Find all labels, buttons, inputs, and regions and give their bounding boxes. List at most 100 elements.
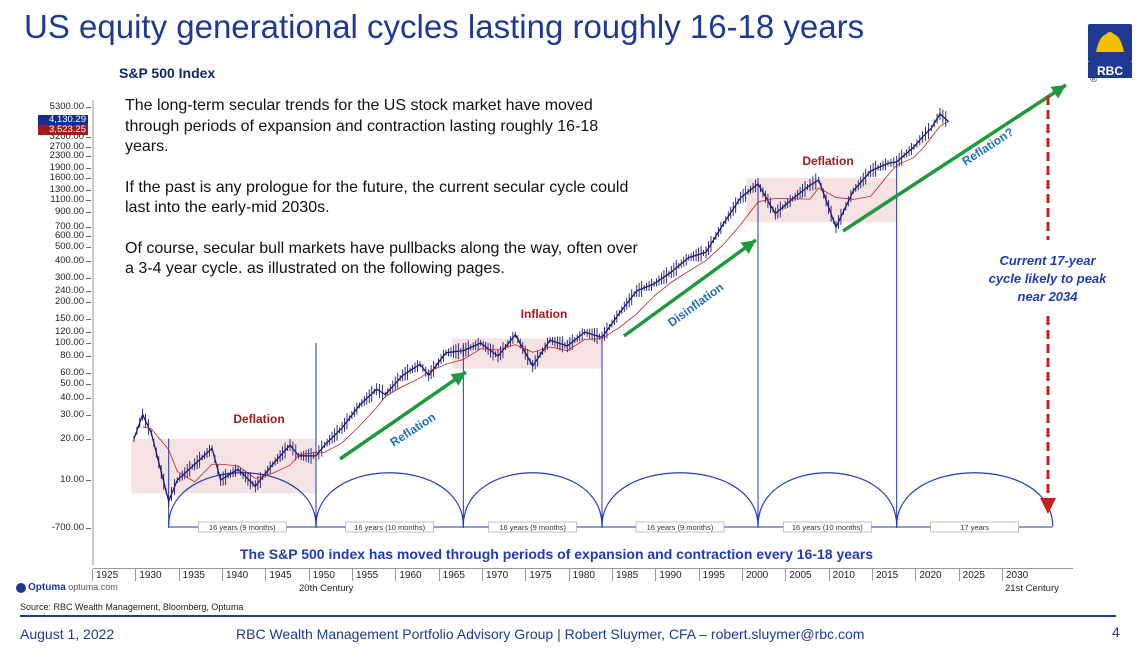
y-tick — [86, 247, 91, 249]
cycle-label: 16 years (10 months) — [354, 523, 425, 532]
cycle-arc — [462, 472, 603, 527]
x-tick — [395, 569, 397, 581]
projection-arrow-head — [1040, 498, 1056, 514]
y-tick — [86, 190, 91, 192]
y-tick — [86, 236, 91, 238]
phase-label: Disinflation — [665, 280, 726, 330]
century-label: 21st Century — [1005, 583, 1059, 594]
x-tick-label: 1970 — [486, 570, 509, 581]
footer-attribution: RBC Wealth Management Portfolio Advisory… — [236, 626, 865, 642]
phase-label: Reflation? — [959, 125, 1016, 169]
phase-label: Deflation — [802, 154, 853, 168]
x-tick-label: 1965 — [442, 570, 465, 581]
x-tick — [785, 569, 787, 581]
disinflation-arrow-head — [740, 240, 756, 254]
y-tick-label: 60.00 — [60, 367, 84, 379]
x-tick — [612, 569, 613, 581]
cycle-label-box — [783, 521, 872, 533]
reflation-arrow — [339, 370, 467, 461]
y-tick — [86, 156, 91, 158]
y-tick-label: 500.00 — [54, 241, 84, 253]
x-tick — [178, 569, 180, 581]
y-tick-label: 80.00 — [60, 350, 84, 362]
y-tick-label: 5300.00 — [49, 100, 84, 112]
x-tick — [742, 569, 743, 581]
x-axis: 1925 1930 1935 1940 1945 1950 1955 1960 1965 1970… — [92, 568, 1073, 595]
x-tick-label: 1925 — [96, 570, 119, 581]
cycle-label: 16 years (9 months) — [209, 523, 276, 532]
x-tick-label: 1960 — [399, 570, 422, 581]
y-tick-label: 1600.00 — [49, 172, 84, 184]
trend-period-box — [452, 338, 602, 369]
y-tick-label: 700.00 — [54, 221, 84, 233]
body-paragraph-2: If the past is any prologue for the futu… — [125, 178, 629, 217]
y-tick-label: -700.00 — [51, 522, 84, 533]
x-tick-label: 1985 — [616, 570, 639, 581]
x-tick-label: 2010 — [832, 570, 855, 581]
y-tick-label: 10.00 — [60, 474, 84, 485]
y-tick-label: 100.00 — [54, 337, 84, 348]
y-tick — [86, 178, 91, 180]
x-tick-label: 1995 — [702, 570, 725, 581]
source-note: Source: RBC Wealth Management, Bloomberg… — [20, 602, 244, 612]
reflation-future-arrow-head — [1050, 85, 1066, 99]
y-tick-label: 50.00 — [60, 378, 84, 390]
x-tick — [828, 569, 830, 581]
x-tick-label: 2015 — [876, 570, 899, 581]
y-tick-label: 1900.00 — [49, 161, 84, 173]
y-tick-label: 600.00 — [54, 230, 84, 242]
x-tick — [352, 569, 353, 581]
body-paragraph-3: Of course, secular bull markets have pul… — [125, 239, 638, 278]
cycle-label: 17 years — [960, 523, 989, 532]
x-tick — [525, 569, 527, 581]
x-tick-label: 2000 — [746, 570, 769, 581]
cycle-label-box — [930, 521, 1019, 533]
y-tick — [86, 384, 91, 386]
x-tick-label: 1980 — [572, 570, 595, 581]
y-tick — [86, 356, 91, 358]
x-tick — [655, 569, 657, 581]
x-tick — [92, 569, 93, 581]
cycle-arc — [601, 472, 759, 527]
price-box: 4,130.29 — [38, 115, 88, 125]
rbc-logo: RBC — [1088, 24, 1132, 78]
y-tick — [86, 106, 91, 108]
phase-label: Inflation — [521, 307, 568, 321]
y-tick — [86, 438, 91, 440]
page-number: 4 — [1112, 624, 1120, 640]
body-text: The long-term secular trends for the US … — [125, 96, 645, 300]
y-axis: 5300.00 3200.00 2700.00 2300.00 1900.00 1600.… — [0, 0, 93, 560]
y-tick — [86, 414, 91, 416]
x-tick-label: 2030 — [1006, 570, 1029, 581]
y-tick — [86, 260, 91, 262]
reflation-future-arrow — [842, 83, 1067, 233]
cycle-arc — [896, 472, 1054, 527]
y-tick-label: 400.00 — [54, 254, 84, 266]
x-tick — [872, 569, 873, 581]
y-tick — [86, 528, 91, 529]
x-tick — [135, 569, 137, 581]
x-tick-label: 1975 — [529, 570, 552, 581]
price-box: 3,523.25 — [38, 125, 88, 135]
phase-label: Deflation — [233, 412, 284, 426]
y-tick — [86, 290, 91, 292]
y-tick — [86, 318, 91, 320]
y-tick — [86, 212, 91, 214]
y-tick-label: 1300.00 — [49, 184, 84, 196]
century-label: 20th Century — [299, 583, 354, 594]
bottom-caption: The S&P 500 index has moved through peri… — [240, 546, 874, 562]
x-tick — [568, 569, 570, 581]
side-note: Current 17-year cycle likely to peak nea… — [988, 253, 1107, 304]
x-tick-label: 1940 — [226, 570, 249, 581]
x-tick — [438, 569, 440, 581]
x-tick-label: 1930 — [139, 570, 162, 581]
y-tick-label: 2700.00 — [49, 140, 84, 152]
x-tick-label: 1950 — [312, 570, 335, 581]
footer-date: August 1, 2022 — [20, 626, 115, 642]
y-tick — [86, 227, 91, 229]
y-tick — [86, 332, 91, 334]
body-paragraph-1: The long-term secular trends for the US … — [125, 97, 599, 155]
y-tick-label: 2300.00 — [49, 150, 84, 162]
x-tick — [698, 569, 700, 581]
y-tick-label: 30.00 — [60, 408, 84, 420]
